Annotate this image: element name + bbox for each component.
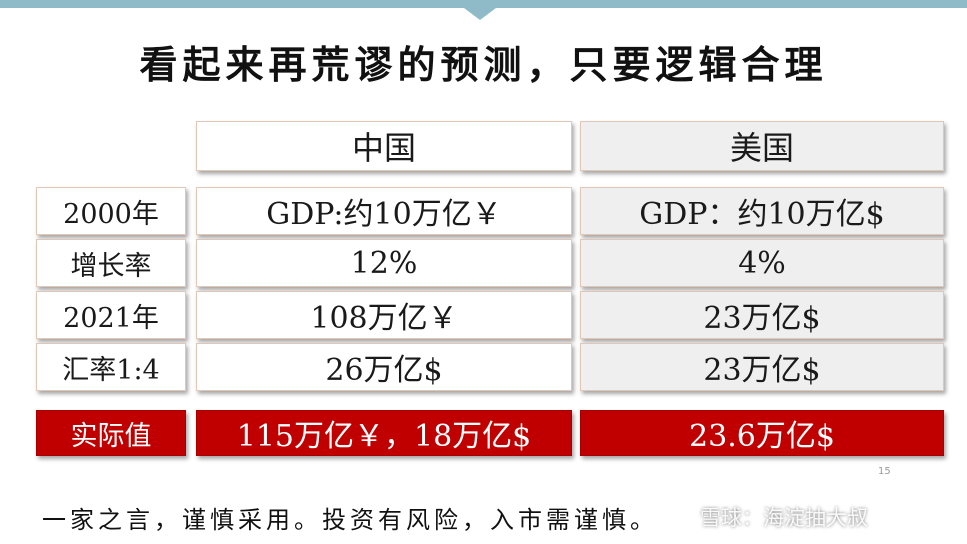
row-label-2000: 2000年 <box>36 187 186 235</box>
row-label-exchange-rate: 汇率1:4 <box>36 343 186 391</box>
cell-usa-growth-rate: 4% <box>580 239 944 287</box>
cell-china-exchange-rate: 26万亿$ <box>196 343 572 391</box>
row-label-growth-rate: 增长率 <box>36 239 186 287</box>
disclaimer-footer: 一家之言，谨慎采用。投资有风险，入市需谨慎。 <box>42 506 658 534</box>
cell-usa-2000: GDP：约10万亿$ <box>580 187 944 235</box>
page-number: 15 <box>878 466 891 477</box>
cell-usa-2021: 23万亿$ <box>580 291 944 339</box>
cell-usa-exchange-rate: 23万亿$ <box>580 343 944 391</box>
watermark: 雪球：海淀抽大叔 <box>700 506 868 530</box>
top-accent-bar <box>0 0 967 8</box>
row-label-actual: 实际值 <box>36 410 186 456</box>
cell-china-2000: GDP:约10万亿￥ <box>196 187 572 235</box>
column-header-china: 中国 <box>196 121 572 171</box>
top-notch-triangle <box>464 8 496 20</box>
cell-china-actual: 115万亿￥，18万亿$ <box>196 410 572 456</box>
slide-title: 看起来再荒谬的预测，只要逻辑合理 <box>139 43 828 87</box>
column-header-usa: 美国 <box>580 121 944 171</box>
cell-china-2021: 108万亿￥ <box>196 291 572 339</box>
cell-usa-actual: 23.6万亿$ <box>580 410 944 456</box>
row-label-2021: 2021年 <box>36 291 186 339</box>
cell-china-growth-rate: 12% <box>196 239 572 287</box>
